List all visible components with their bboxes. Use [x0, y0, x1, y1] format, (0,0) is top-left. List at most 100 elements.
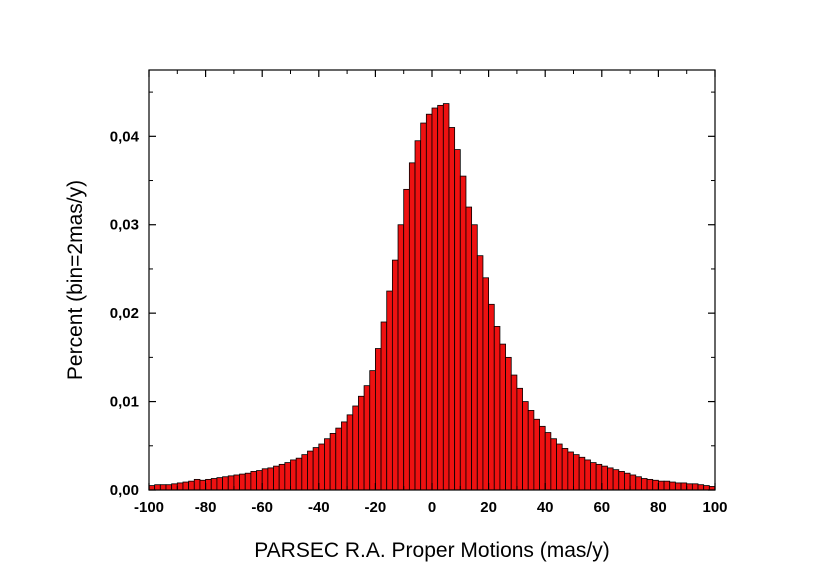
- histogram-bar: [352, 405, 359, 491]
- histogram-bar: [437, 104, 444, 491]
- plot-frame: [148, 69, 716, 491]
- histogram-bar: [312, 447, 320, 491]
- histogram-bar: [420, 122, 427, 491]
- tick-labels-group: -100 -80 -60 -40 -20 0 20 40 60 80 100 0,00 0,01 0,02…: [110, 128, 728, 516]
- histogram-bar: [380, 321, 388, 491]
- histogram-bar: [233, 474, 240, 491]
- histogram-bar: [182, 481, 190, 491]
- y-tick-label: 0,03: [110, 217, 139, 234]
- histogram-bar: [408, 162, 416, 491]
- histogram-bar: [624, 472, 631, 491]
- x-tick-label: -60: [251, 499, 273, 516]
- histogram-bar: [335, 427, 342, 491]
- histogram-bar: [691, 483, 699, 491]
- histogram-bar: [476, 255, 484, 491]
- histogram-bar: [278, 463, 286, 491]
- histogram-bar: [641, 478, 648, 491]
- histogram-bar: [493, 326, 501, 491]
- histogram-bar: [488, 303, 495, 491]
- histogram-bar: [165, 484, 173, 491]
- histogram-bar: [171, 483, 178, 491]
- histogram-bar: [431, 107, 439, 491]
- histogram-bar: [193, 478, 201, 491]
- histogram-bar: [590, 462, 597, 491]
- histogram-bar: [329, 433, 337, 491]
- histogram-bar: [176, 482, 184, 491]
- histogram-bar: [561, 448, 569, 491]
- histogram-bar: [578, 456, 586, 491]
- histogram-bar: [697, 484, 705, 491]
- histogram-bar: [544, 432, 552, 491]
- histogram-bar: [210, 478, 218, 491]
- histogram-bar: [618, 471, 625, 491]
- histogram-bar: [539, 425, 546, 491]
- histogram-bar: [154, 484, 161, 491]
- histogram-bar: [261, 468, 269, 491]
- x-tick-label: -40: [308, 499, 330, 516]
- histogram-bar: [256, 470, 263, 491]
- histogram-bar: [601, 465, 608, 491]
- histogram-bar: [442, 103, 450, 491]
- histogram-bar: [680, 482, 688, 491]
- histogram-bar: [482, 277, 490, 491]
- histogram-bar: [267, 467, 274, 491]
- x-tick-label: 100: [702, 499, 727, 516]
- histogram-bar: [318, 443, 325, 491]
- histogram-bar: [595, 463, 603, 491]
- y-tick-label: 0,01: [110, 394, 139, 411]
- histogram-bar: [510, 374, 518, 491]
- histogram-bar: [686, 483, 693, 491]
- histogram-bar: [584, 459, 591, 491]
- histogram-bar: [674, 482, 682, 491]
- histogram-bar: [448, 127, 456, 491]
- histogram-bar: [459, 175, 467, 491]
- histogram-bar: [505, 356, 512, 491]
- histogram-bar: [374, 348, 382, 491]
- histogram-bar: [244, 472, 252, 491]
- histogram-bar: [612, 469, 620, 491]
- histogram-bar: [159, 484, 167, 491]
- y-tick-label: 0,00: [110, 482, 139, 499]
- histogram-bar: [369, 370, 376, 491]
- histogram-bar: [250, 471, 257, 491]
- histogram-bar: [629, 474, 637, 491]
- histogram-bar: [635, 476, 642, 491]
- histogram-bar: [465, 206, 473, 491]
- histogram-bar: [341, 421, 348, 491]
- histogram-bar: [527, 410, 535, 491]
- histogram-bar: [573, 454, 580, 491]
- histogram-bar: [307, 450, 314, 491]
- histogram-bar: [663, 480, 671, 491]
- x-tick-label: 80: [650, 499, 667, 516]
- histogram-bar: [669, 481, 676, 491]
- histogram-bar: [346, 414, 354, 491]
- histogram-bar: [499, 343, 506, 491]
- histogram-bar: [295, 457, 303, 491]
- histogram-bar: [386, 290, 393, 491]
- histogram-bar: [273, 465, 280, 491]
- x-tick-label: -100: [134, 499, 164, 516]
- histogram-bar: [199, 479, 207, 491]
- histogram-bar: [403, 188, 410, 491]
- histogram-bar: [216, 477, 223, 491]
- histogram-bar: [652, 479, 659, 491]
- histogram-bar: [522, 401, 529, 491]
- histogram-bar: [222, 476, 229, 491]
- x-tick-label: 40: [537, 499, 554, 516]
- histogram-bar: [358, 395, 365, 491]
- histogram-bar: [533, 418, 540, 491]
- x-tick-label: -20: [365, 499, 387, 516]
- histogram-bar: [550, 438, 557, 491]
- histogram-bar: [284, 462, 291, 491]
- histogram-bar: [290, 459, 297, 491]
- x-tick-label: 60: [593, 499, 610, 516]
- histogram-bar: [556, 443, 563, 491]
- x-tick-label: 20: [480, 499, 497, 516]
- x-tick-label: -80: [195, 499, 217, 516]
- histogram-bar: [703, 485, 710, 491]
- histogram-bar: [391, 259, 399, 491]
- y-tick-label: 0,02: [110, 305, 139, 322]
- histogram-bar: [567, 451, 574, 491]
- histogram-bar: [397, 224, 405, 491]
